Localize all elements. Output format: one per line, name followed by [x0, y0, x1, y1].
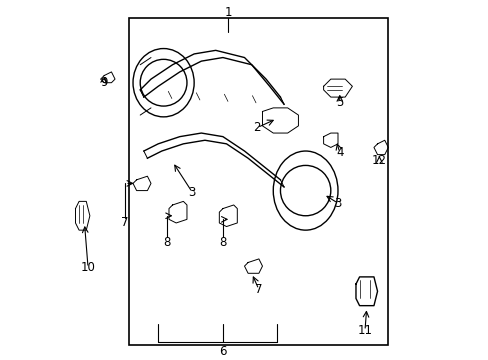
Text: 10: 10 [81, 261, 95, 274]
Text: 7: 7 [255, 283, 262, 296]
Text: 1: 1 [224, 6, 232, 19]
Text: 11: 11 [357, 324, 372, 337]
Text: 3: 3 [334, 197, 341, 210]
Text: 9: 9 [100, 76, 107, 89]
Text: 12: 12 [371, 153, 386, 167]
Text: 5: 5 [335, 96, 343, 109]
Text: 3: 3 [188, 186, 196, 199]
Text: 4: 4 [335, 146, 343, 159]
Text: 6: 6 [219, 345, 226, 358]
Text: 7: 7 [121, 216, 129, 229]
Text: 2: 2 [253, 121, 260, 134]
Bar [129, 18, 387, 345]
Text: 8: 8 [163, 236, 170, 249]
Text: 8: 8 [219, 236, 226, 249]
